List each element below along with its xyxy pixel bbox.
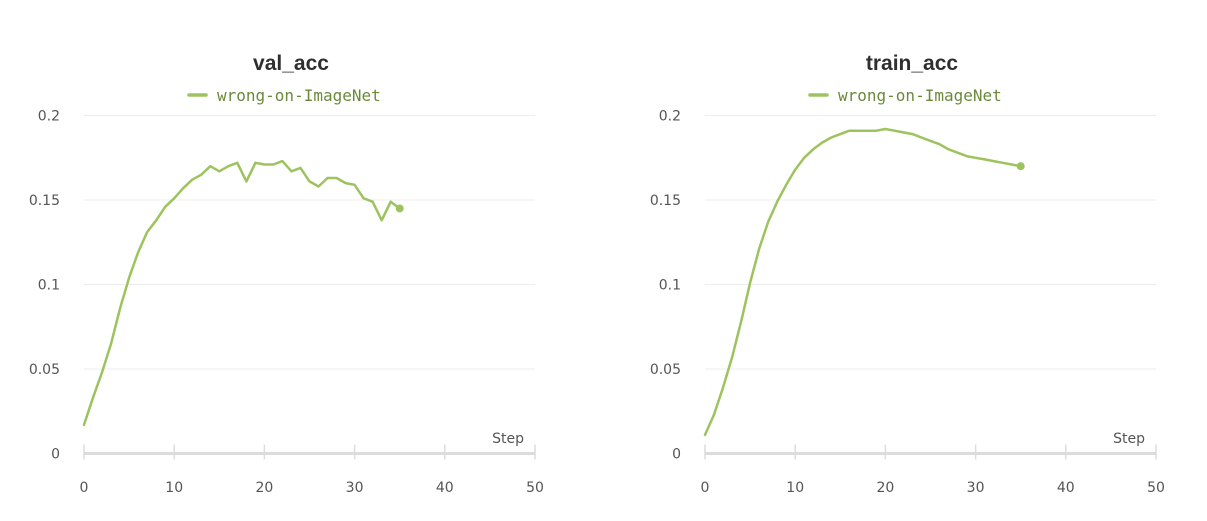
x-tick-label: 10 bbox=[165, 480, 183, 496]
y-tick-label: 0.2 bbox=[659, 109, 681, 125]
x-tick-label: 40 bbox=[436, 480, 454, 496]
x-tick-label: 0 bbox=[80, 480, 89, 496]
chart-title: train_acc bbox=[866, 52, 959, 75]
x-tick-label: 20 bbox=[876, 480, 894, 496]
val-acc-chart-panel: val_acc wrong-on-ImageNet 0 0.05 0.1 0.15 0.2 0… bbox=[0, 0, 560, 521]
x-tick-label: 40 bbox=[1057, 480, 1075, 496]
x-axis-title: Step bbox=[1113, 431, 1145, 447]
x-axis-title: Step bbox=[492, 431, 524, 447]
x-tick-label: 30 bbox=[967, 480, 985, 496]
x-tick-label: 50 bbox=[1147, 480, 1165, 496]
train-acc-chart-panel: train_acc wrong-on-ImageNet 0 0.05 0.1 0.15 0.… bbox=[621, 0, 1181, 521]
series-end-point bbox=[1016, 162, 1025, 171]
y-tick-label: 0.05 bbox=[650, 362, 681, 378]
x-tick-label: 50 bbox=[526, 480, 544, 496]
x-tick-label: 20 bbox=[255, 480, 273, 496]
y-tick-label: 0.1 bbox=[38, 278, 60, 294]
y-tick-label: 0 bbox=[51, 447, 60, 463]
y-tick-label: 0.1 bbox=[659, 278, 681, 294]
legend-label: wrong-on-ImageNet bbox=[838, 86, 1002, 105]
y-tick-label: 0 bbox=[672, 447, 681, 463]
val-acc-chart: val_acc wrong-on-ImageNet 0 0.05 0.1 0.15 0.2 0… bbox=[29, 52, 544, 496]
y-tick-label: 0.15 bbox=[650, 193, 681, 209]
series-line bbox=[703, 127, 1022, 437]
series-line bbox=[82, 159, 401, 427]
series-end-point bbox=[395, 204, 404, 213]
legend-label: wrong-on-ImageNet bbox=[217, 86, 381, 105]
y-tick-label: 0.05 bbox=[29, 362, 60, 378]
chart-title: val_acc bbox=[253, 52, 329, 75]
x-tick-label: 30 bbox=[346, 480, 364, 496]
train-acc-chart: train_acc wrong-on-ImageNet 0 0.05 0.1 0.15 0.… bbox=[650, 52, 1165, 496]
x-tick-label: 10 bbox=[786, 480, 804, 496]
x-tick-label: 0 bbox=[701, 480, 710, 496]
y-tick-label: 0.15 bbox=[29, 193, 60, 209]
y-tick-label: 0.2 bbox=[38, 109, 60, 125]
